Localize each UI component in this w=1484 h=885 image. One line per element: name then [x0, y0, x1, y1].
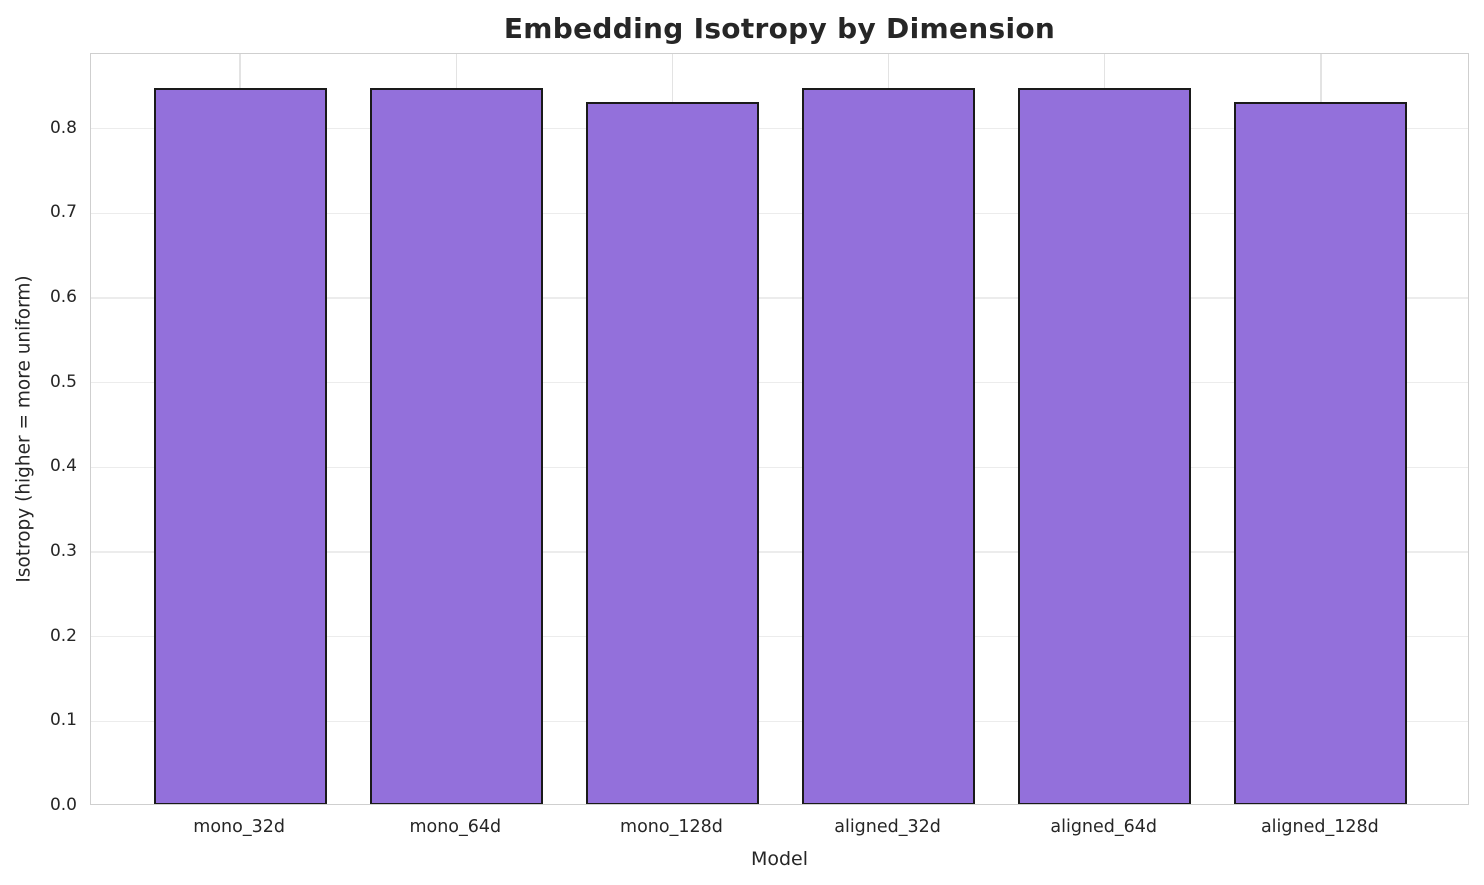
plot-area [90, 53, 1469, 805]
bar-aligned_32d [802, 87, 976, 804]
y-tick-label: 0.2 [49, 625, 77, 646]
y-gridline [91, 212, 1468, 214]
y-gridline [91, 551, 1468, 553]
y-tick-label: 0.0 [49, 795, 77, 815]
y-tick-label: 0.4 [49, 456, 77, 477]
y-gridline [91, 635, 1468, 638]
y-gridline [91, 297, 1468, 299]
x-tick-label-aligned_128d: aligned_128d [1260, 817, 1379, 837]
x-tick-label-mono_128d: mono_128d [620, 817, 723, 837]
y-gridline [91, 381, 1468, 384]
y-gridline [91, 720, 1468, 722]
bar-mono_64d [369, 87, 543, 804]
y-tick-label: 0.1 [49, 710, 77, 731]
x-tick-label-aligned_32d: aligned_32d [834, 817, 941, 837]
x-axis-label: Model [750, 848, 809, 870]
y-tick-label: 0.5 [49, 371, 77, 392]
y-gridline [91, 127, 1468, 130]
y-tick-label: 0.3 [49, 540, 77, 561]
x-tick-label-mono_32d: mono_32d [193, 817, 285, 837]
bar-aligned_64d [1018, 87, 1192, 804]
y-tick-label: 0.6 [49, 286, 77, 307]
chart-title: Embedding Isotropy by Dimension [503, 12, 1056, 45]
y-axis-label: Isotropy (higher = more uniform) [13, 275, 35, 583]
y-tick-label: 0.7 [49, 202, 77, 223]
x-tick-label-aligned_64d: aligned_64d [1050, 817, 1158, 837]
bar-mono_32d [153, 87, 327, 804]
y-tick-label: 0.8 [49, 117, 77, 138]
x-tick-label-mono_64d: mono_64d [409, 817, 502, 837]
bar-mono_128d [585, 101, 759, 804]
bar-aligned_128d [1234, 101, 1408, 804]
y-gridline [91, 466, 1468, 468]
